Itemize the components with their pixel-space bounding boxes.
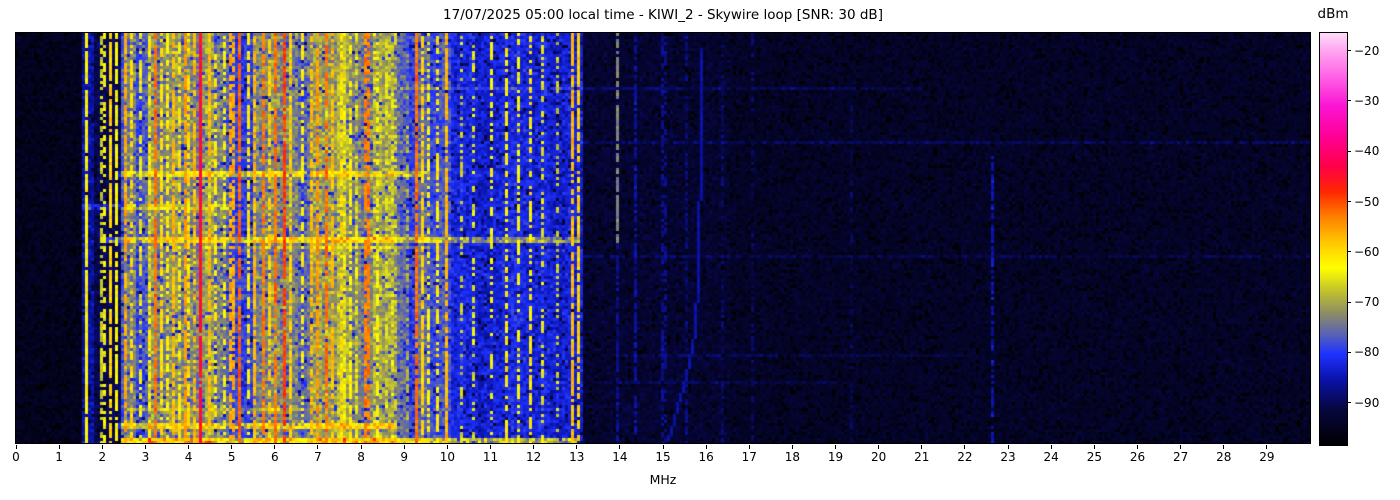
x-tick-label: 8 (357, 450, 365, 464)
colorbar-tick-label: −40 (1354, 144, 1380, 159)
colorbar-gradient (1320, 33, 1347, 445)
x-tick-label: 24 (1043, 450, 1059, 464)
x-tick-mark (791, 445, 793, 449)
colorbar-tick-mark (1347, 351, 1351, 353)
colorbar-tick-label: −70 (1354, 295, 1380, 310)
x-tick-mark (619, 445, 621, 449)
x-tick-label: 11 (482, 450, 499, 464)
colorbar-tick-mark (1347, 100, 1351, 102)
x-tick-label: 16 (698, 450, 714, 464)
x-tick-label: 22 (957, 450, 973, 464)
x-tick-mark (705, 445, 707, 449)
x-tick-label: 17 (741, 450, 757, 464)
x-tick-label: 6 (270, 450, 279, 464)
colorbar-tick-label: −80 (1354, 345, 1380, 360)
x-tick-mark (188, 445, 190, 449)
chart-title: 17/07/2025 05:00 local time - KIWI_2 - S… (443, 7, 883, 23)
x-tick-label: 26 (1129, 450, 1146, 464)
x-tick-label: 0 (12, 450, 20, 464)
x-tick-mark (533, 445, 535, 449)
x-tick-mark (446, 445, 448, 449)
colorbar (1319, 32, 1348, 446)
x-tick-mark (835, 445, 837, 449)
x-tick-mark (1223, 445, 1225, 449)
x-tick-mark (1136, 445, 1138, 449)
x-tick-label: 27 (1172, 450, 1189, 464)
x-tick-label: 12 (525, 450, 542, 464)
x-tick-mark (144, 445, 146, 449)
colorbar-tick-label: −50 (1354, 194, 1380, 209)
x-tick-label: 29 (1259, 450, 1275, 464)
colorbar-tick-mark (1347, 301, 1351, 303)
spectrogram-plot (15, 32, 1311, 444)
x-tick-label: 19 (827, 450, 844, 464)
colorbar-tick-mark (1347, 201, 1351, 203)
x-tick-label: 23 (1000, 450, 1016, 464)
x-tick-mark (317, 445, 319, 449)
x-tick-mark (274, 445, 276, 449)
x-tick-label: 5 (227, 450, 236, 464)
x-tick-mark (1093, 445, 1095, 449)
x-tick-mark (964, 445, 966, 449)
x-tick-mark (878, 445, 880, 449)
x-tick-label: 7 (314, 450, 322, 464)
x-tick-label: 3 (141, 450, 150, 464)
x-tick-label: 25 (1086, 450, 1102, 464)
x-tick-mark (662, 445, 664, 449)
colorbar-tick-mark (1347, 402, 1351, 404)
x-tick-label: 4 (184, 450, 193, 464)
x-tick-label: 9 (400, 450, 408, 464)
colorbar-tick-label: −20 (1354, 43, 1380, 58)
x-tick-label: 13 (569, 450, 585, 464)
x-tick-label: 18 (784, 450, 801, 464)
colorbar-tick-label: −60 (1354, 244, 1380, 259)
colorbar-title: dBm (1317, 6, 1349, 22)
x-tick-mark (1180, 445, 1182, 449)
x-tick-mark (101, 445, 103, 449)
x-tick-label: 15 (655, 450, 671, 464)
colorbar-tick-mark (1347, 50, 1351, 52)
x-tick-mark (921, 445, 923, 449)
colorbar-tick-mark (1347, 150, 1351, 152)
x-tick-mark (15, 445, 17, 449)
x-tick-mark (489, 445, 491, 449)
x-tick-mark (58, 445, 60, 449)
x-tick-mark (360, 445, 362, 449)
colorbar-tick-label: −90 (1354, 395, 1380, 410)
x-tick-mark (403, 445, 405, 449)
x-tick-mark (1050, 445, 1052, 449)
spectrogram-canvas (16, 33, 1310, 443)
x-tick-label: 21 (914, 450, 930, 464)
x-tick-label: 20 (871, 450, 887, 464)
x-axis-label: MHz (649, 472, 677, 487)
x-tick-label: 1 (55, 450, 63, 464)
colorbar-tick-mark (1347, 251, 1351, 253)
x-tick-mark (231, 445, 233, 449)
x-tick-label: 2 (98, 450, 107, 464)
x-tick-label: 14 (612, 450, 628, 464)
x-tick-label: 10 (439, 450, 455, 464)
colorbar-tick-label: −30 (1354, 93, 1380, 108)
x-tick-mark (576, 445, 578, 449)
x-tick-label: 28 (1216, 450, 1232, 464)
x-tick-mark (1266, 445, 1268, 449)
x-tick-mark (748, 445, 750, 449)
x-tick-mark (1007, 445, 1009, 449)
